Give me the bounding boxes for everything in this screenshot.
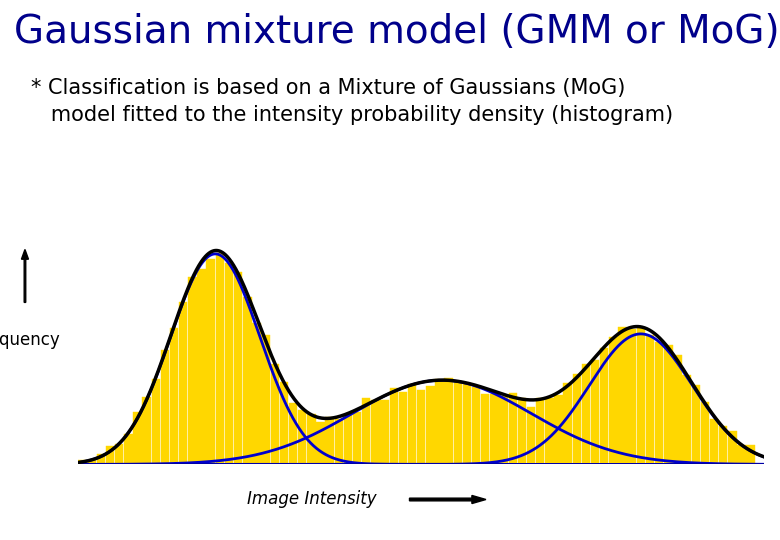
- Bar: [490, 394, 498, 464]
- Bar: [124, 434, 133, 464]
- Bar: [133, 412, 142, 464]
- Bar: [563, 383, 572, 464]
- Bar: [518, 398, 526, 464]
- Bar: [143, 397, 151, 464]
- Bar: [298, 410, 307, 464]
- Bar: [700, 402, 709, 464]
- Bar: [445, 377, 453, 464]
- Bar: [435, 380, 444, 464]
- Bar: [426, 386, 434, 464]
- Bar: [729, 431, 736, 464]
- Bar: [188, 277, 197, 464]
- Bar: [573, 374, 581, 464]
- Bar: [78, 460, 87, 464]
- Bar: [526, 407, 535, 464]
- Bar: [692, 385, 700, 464]
- Bar: [325, 417, 334, 464]
- Bar: [225, 262, 233, 464]
- Bar: [481, 394, 490, 464]
- Bar: [344, 415, 353, 464]
- Text: Image Intensity: Image Intensity: [247, 490, 377, 509]
- Bar: [454, 381, 462, 464]
- Bar: [87, 460, 96, 464]
- Bar: [389, 388, 398, 464]
- Bar: [271, 364, 279, 464]
- Bar: [463, 383, 471, 464]
- Bar: [499, 396, 508, 464]
- Bar: [600, 348, 608, 464]
- Bar: [317, 422, 324, 464]
- Bar: [151, 379, 160, 464]
- Bar: [115, 444, 123, 464]
- Bar: [664, 345, 672, 464]
- Bar: [627, 329, 636, 464]
- Bar: [609, 336, 618, 464]
- Bar: [381, 400, 388, 464]
- Bar: [655, 342, 663, 464]
- Bar: [362, 398, 370, 464]
- Bar: [97, 454, 105, 464]
- Bar: [619, 327, 627, 464]
- Text: Gaussian mixture model (GMM or MoG): Gaussian mixture model (GMM or MoG): [14, 14, 780, 51]
- Bar: [197, 268, 206, 464]
- Text: Frequency: Frequency: [0, 331, 60, 349]
- Bar: [710, 418, 718, 464]
- Bar: [207, 259, 215, 464]
- Bar: [399, 393, 407, 464]
- Bar: [215, 253, 224, 464]
- Bar: [234, 272, 243, 464]
- Bar: [161, 350, 169, 464]
- Bar: [719, 426, 728, 464]
- Bar: [472, 387, 480, 464]
- Bar: [673, 355, 682, 464]
- Bar: [636, 328, 645, 464]
- Bar: [536, 398, 544, 464]
- Bar: [252, 322, 261, 464]
- Bar: [335, 419, 343, 464]
- Bar: [682, 375, 691, 464]
- Bar: [591, 360, 599, 464]
- Bar: [106, 446, 114, 464]
- Bar: [417, 390, 425, 464]
- Bar: [408, 384, 417, 464]
- Bar: [261, 335, 270, 464]
- Bar: [179, 302, 187, 464]
- Bar: [243, 298, 251, 464]
- Bar: [170, 328, 179, 464]
- Bar: [307, 414, 316, 464]
- Text: * Classification is based on a Mixture of Gaussians (MoG)
   model fitted to the: * Classification is based on a Mixture o…: [31, 78, 673, 125]
- Bar: [353, 411, 361, 464]
- Bar: [737, 445, 746, 464]
- Bar: [280, 382, 288, 464]
- Bar: [555, 395, 562, 464]
- Bar: [746, 445, 755, 464]
- Bar: [582, 364, 590, 464]
- Bar: [371, 400, 380, 464]
- Bar: [289, 403, 297, 464]
- Bar: [646, 335, 654, 464]
- Bar: [509, 393, 517, 464]
- Bar: [545, 398, 554, 464]
